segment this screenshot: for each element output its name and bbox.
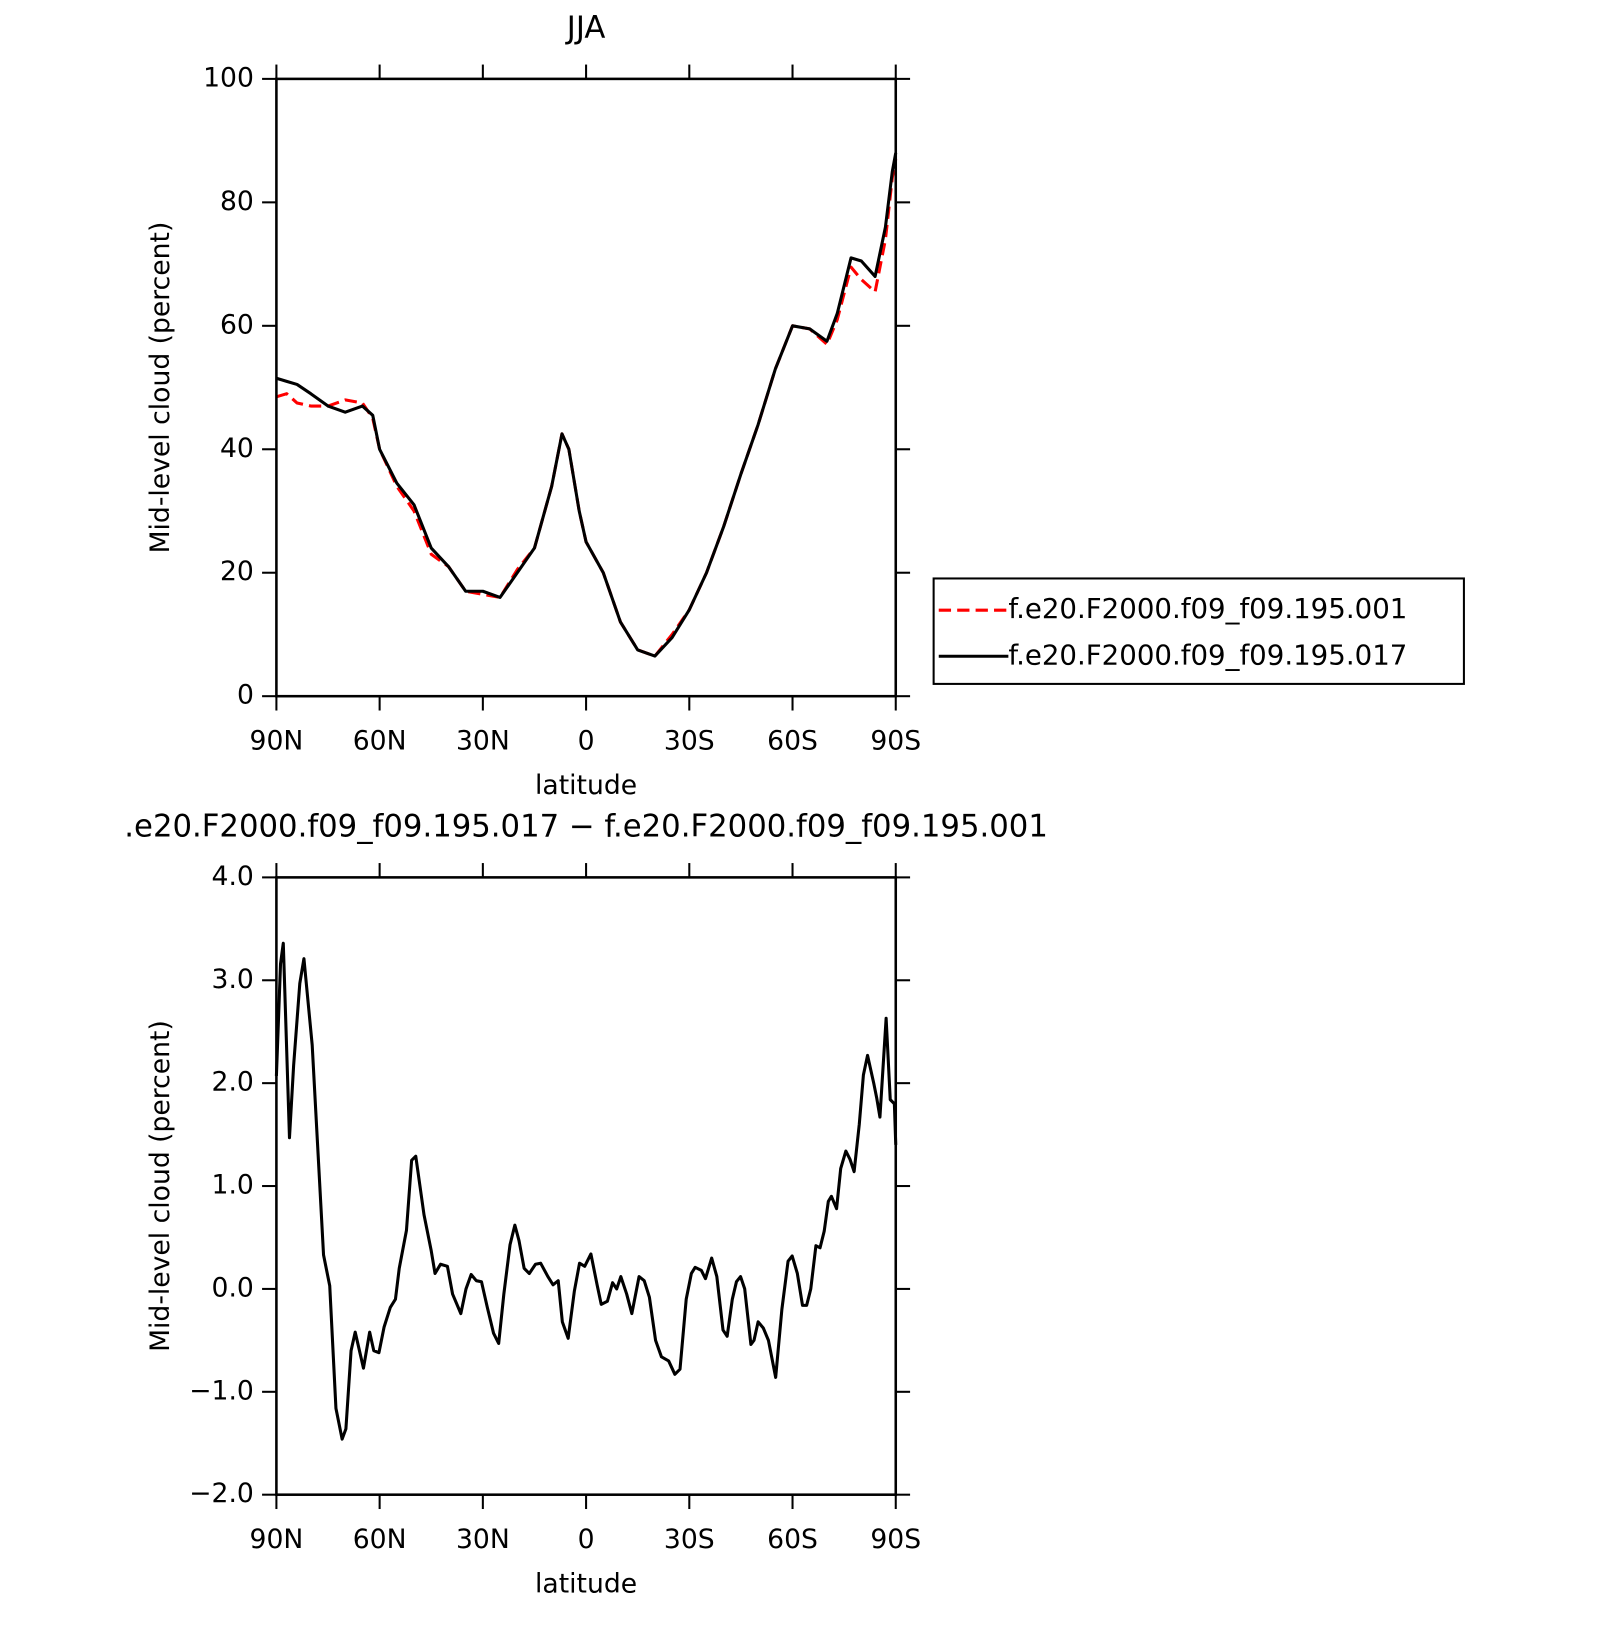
y-tick-label: 2.0	[212, 1067, 254, 1098]
chart-title: .e20.F2000.f09_f09.195.017 − f.e20.F2000…	[124, 809, 1048, 845]
y-tick-label: 0.0	[212, 1272, 254, 1303]
data-line	[275, 152, 898, 658]
legend-box	[932, 577, 1465, 685]
y-tick-label: 1.0	[212, 1170, 254, 1201]
chart-title: JJA	[565, 10, 606, 46]
y-tick-label: −1.0	[189, 1375, 254, 1406]
x-tick-label: 60N	[353, 726, 407, 757]
data-line	[275, 158, 898, 658]
x-tick-label: 90S	[870, 1524, 921, 1555]
x-tick-label: 90N	[250, 726, 304, 757]
y-tick-label: 0	[237, 680, 254, 711]
plot-frame	[275, 876, 898, 1496]
legend-label: f.e20.F2000.f09_f09.195.001	[1008, 592, 1407, 625]
y-axis-label: Mid-level cloud (percent)	[145, 222, 176, 554]
y-tick-label: 60	[220, 309, 254, 340]
x-tick-label: 60N	[353, 1524, 407, 1555]
data-line	[274, 941, 898, 1441]
y-tick-label: 80	[220, 186, 254, 217]
x-tick-label: 60S	[767, 1524, 818, 1555]
x-tick-label: 30S	[664, 726, 715, 757]
y-tick-label: 20	[220, 556, 254, 587]
x-tick-label: 60S	[767, 726, 818, 757]
y-tick-label: 40	[220, 433, 254, 464]
x-axis-label: latitude	[535, 770, 637, 801]
x-tick-label: 30N	[456, 726, 510, 757]
x-tick-label: 0	[578, 726, 595, 757]
y-tick-label: −2.0	[189, 1478, 254, 1509]
x-axis-label: latitude	[535, 1568, 637, 1599]
x-tick-label: 90N	[250, 1524, 304, 1555]
y-tick-label: 4.0	[212, 861, 254, 892]
legend-label: f.e20.F2000.f09_f09.195.017	[1008, 638, 1407, 671]
plot-frame	[275, 77, 898, 698]
x-tick-label: 30S	[664, 1524, 715, 1555]
y-tick-label: 3.0	[212, 964, 254, 995]
y-tick-label: 100	[203, 62, 254, 93]
y-axis-label: Mid-level cloud (percent)	[145, 1020, 176, 1352]
x-tick-label: 90S	[870, 726, 921, 757]
x-tick-label: 0	[578, 1524, 595, 1555]
x-tick-label: 30N	[456, 1524, 510, 1555]
